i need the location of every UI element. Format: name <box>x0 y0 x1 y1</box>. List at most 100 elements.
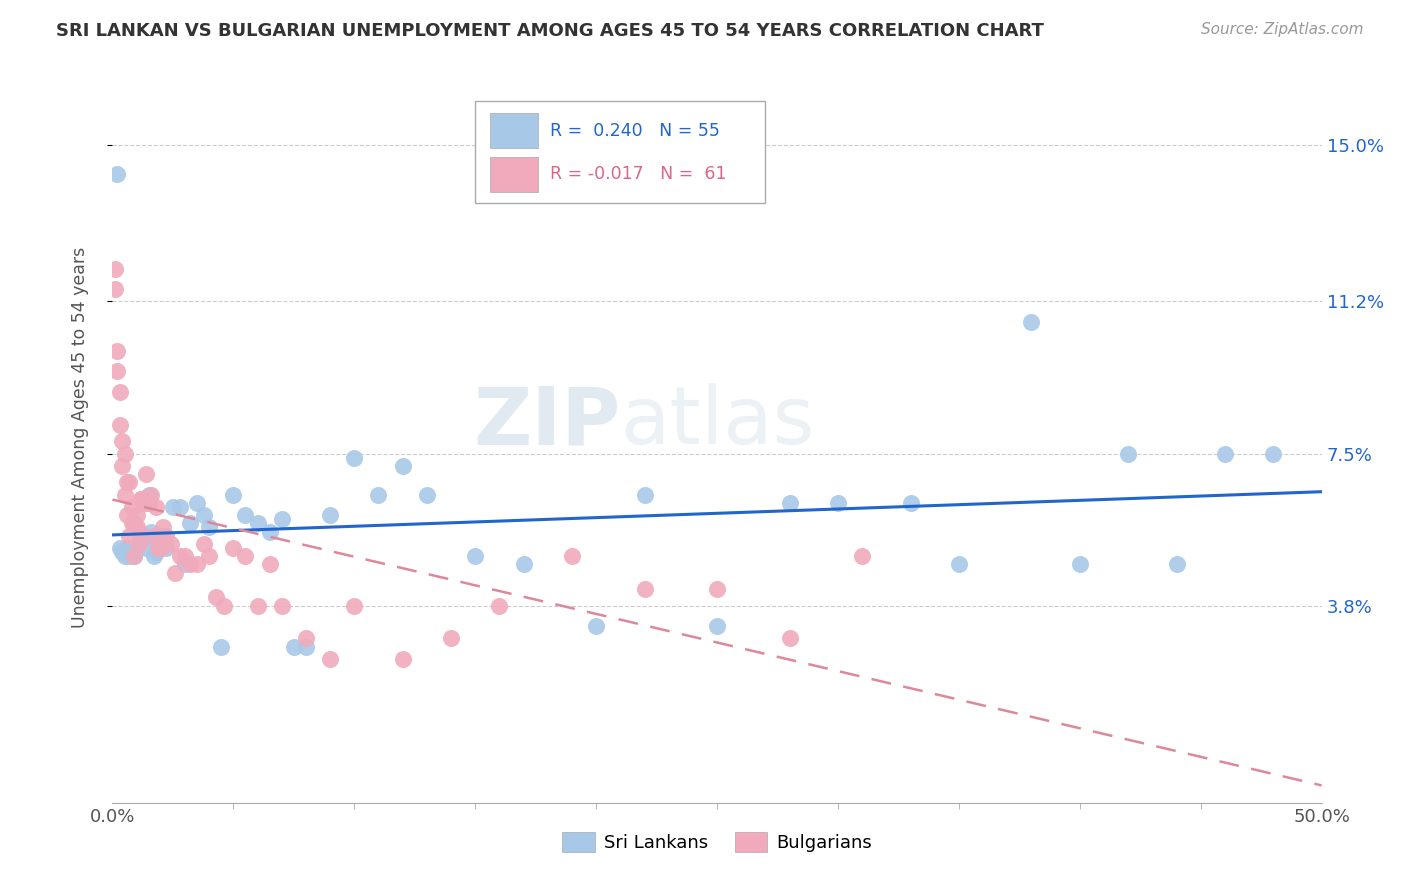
Point <box>149 541 172 555</box>
Point <box>295 632 318 646</box>
Point <box>121 545 143 559</box>
Point <box>367 487 389 501</box>
Point <box>851 549 873 564</box>
Point <box>827 496 849 510</box>
Point <box>115 475 138 490</box>
Point <box>132 529 155 543</box>
Text: ZIP: ZIP <box>472 384 620 461</box>
Point <box>212 599 235 613</box>
Point <box>141 487 163 501</box>
Point <box>319 508 342 523</box>
Point <box>132 496 155 510</box>
Point <box>319 652 342 666</box>
Point <box>169 549 191 564</box>
Legend: Sri Lankans, Bulgarians: Sri Lankans, Bulgarians <box>555 824 879 860</box>
Point <box>125 541 148 555</box>
Point <box>114 446 136 460</box>
Point <box>128 537 150 551</box>
Point <box>205 591 228 605</box>
Y-axis label: Unemployment Among Ages 45 to 54 years: Unemployment Among Ages 45 to 54 years <box>70 246 89 628</box>
Point <box>1021 315 1043 329</box>
Point <box>222 541 245 555</box>
Point <box>222 487 245 501</box>
Point <box>948 558 970 572</box>
Text: Source: ZipAtlas.com: Source: ZipAtlas.com <box>1201 22 1364 37</box>
Point <box>159 537 181 551</box>
Point <box>135 467 157 481</box>
Point <box>416 487 439 501</box>
Point <box>105 364 128 378</box>
Point <box>235 508 257 523</box>
Point <box>165 566 187 580</box>
FancyBboxPatch shape <box>489 157 538 192</box>
FancyBboxPatch shape <box>489 113 538 148</box>
Point <box>131 491 153 506</box>
Point <box>440 632 463 646</box>
Text: atlas: atlas <box>620 384 814 461</box>
Point <box>186 496 208 510</box>
Point <box>149 529 172 543</box>
Point <box>198 520 221 534</box>
Point <box>118 475 141 490</box>
Point <box>111 458 134 473</box>
Point <box>145 545 167 559</box>
Point <box>779 632 801 646</box>
Point <box>270 512 292 526</box>
Point <box>104 282 127 296</box>
Point <box>108 541 131 555</box>
Point <box>138 496 160 510</box>
Point <box>128 537 150 551</box>
Point <box>246 516 269 531</box>
Point <box>121 500 143 514</box>
Point <box>633 582 655 596</box>
Point <box>131 491 153 506</box>
Point <box>148 537 170 551</box>
Point <box>633 487 655 501</box>
Text: R = -0.017   N =  61: R = -0.017 N = 61 <box>550 166 727 184</box>
Point <box>108 384 131 399</box>
Point <box>142 549 165 564</box>
Point <box>125 508 148 523</box>
Point <box>169 500 191 514</box>
Point <box>111 545 134 559</box>
Point <box>148 541 170 555</box>
Point <box>174 549 197 564</box>
Point <box>138 496 160 510</box>
Point <box>162 500 184 514</box>
Point <box>235 549 257 564</box>
Point <box>118 549 141 564</box>
Point <box>115 541 138 555</box>
Point <box>193 508 215 523</box>
Point <box>125 520 148 534</box>
Point <box>138 487 160 501</box>
Point <box>105 343 128 358</box>
Point <box>122 516 145 531</box>
Point <box>155 541 177 555</box>
Point <box>561 549 583 564</box>
Point <box>706 582 728 596</box>
Point <box>122 549 145 564</box>
Point <box>115 508 138 523</box>
Point <box>488 599 510 613</box>
Point <box>259 558 281 572</box>
Point <box>1166 558 1188 572</box>
Point <box>343 450 366 465</box>
Point <box>270 599 292 613</box>
Text: SRI LANKAN VS BULGARIAN UNEMPLOYMENT AMONG AGES 45 TO 54 YEARS CORRELATION CHART: SRI LANKAN VS BULGARIAN UNEMPLOYMENT AMO… <box>56 22 1045 40</box>
Point <box>585 619 607 633</box>
Point <box>121 516 143 531</box>
Point <box>512 558 534 572</box>
Point <box>706 619 728 633</box>
Text: R =  0.240   N = 55: R = 0.240 N = 55 <box>550 121 720 140</box>
Point <box>114 487 136 501</box>
Point <box>152 520 174 534</box>
Point <box>1116 446 1139 460</box>
FancyBboxPatch shape <box>475 101 765 203</box>
Point <box>128 524 150 539</box>
Point <box>246 599 269 613</box>
Point <box>105 167 128 181</box>
Point <box>122 549 145 564</box>
Point <box>114 549 136 564</box>
Point <box>779 496 801 510</box>
Point <box>111 434 134 449</box>
